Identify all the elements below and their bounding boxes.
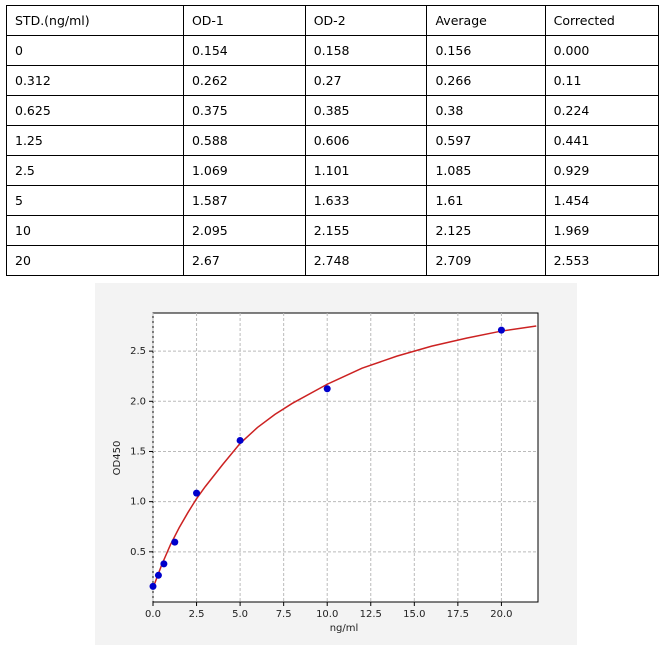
- table-cell: 0.606: [304, 125, 428, 156]
- x-tick-label: 12.5: [360, 609, 382, 620]
- table-cell: 1.454: [544, 185, 660, 216]
- table-cell: 0.000: [544, 35, 660, 66]
- data-point: [154, 571, 162, 579]
- table-cell: 0.158: [304, 35, 428, 66]
- table-row: 10 2.095 2.155 2.125 1.969: [6, 215, 660, 246]
- x-tick-label: 10.0: [316, 609, 338, 620]
- table-row: 0.312 0.262 0.27 0.266 0.11: [6, 65, 660, 96]
- table-cell: 2.125: [426, 215, 546, 246]
- y-tick-label: 0.5: [130, 547, 146, 558]
- table-cell: 2.67: [182, 245, 306, 276]
- chart: ng/ml OD450 0.0 2.5 5.0 7.5 10.0 12.5 15.0 17.5…: [95, 283, 577, 645]
- x-axis-label: ng/ml: [330, 623, 359, 634]
- x-tick-label: 20.0: [490, 609, 512, 620]
- table-row: 20 2.67 2.748 2.709 2.553: [6, 245, 660, 276]
- table-cell: 0.156: [426, 35, 546, 66]
- x-tick-label: 2.5: [189, 609, 205, 620]
- table-cell: Average: [426, 5, 546, 36]
- table-cell: 5: [6, 185, 184, 216]
- table-cell: 2.155: [304, 215, 428, 246]
- table-cell: 0.929: [544, 155, 660, 186]
- table-row: 2.5 1.069 1.101 1.085 0.929: [6, 155, 660, 186]
- table-cell: 0.266: [426, 65, 546, 96]
- data-table: STD.(ng/ml) OD-1 OD-2 Average Corrected 0 0.15…: [6, 5, 660, 276]
- table-row: 5 1.587 1.633 1.61 1.454: [6, 185, 660, 216]
- table-cell: OD-1: [182, 5, 306, 36]
- table-cell: 1.069: [182, 155, 306, 186]
- table-cell: 0.38: [426, 95, 546, 126]
- y-tick-label: 1.5: [130, 446, 146, 457]
- x-tick-label: 15.0: [403, 609, 425, 620]
- table-cell: Corrected: [544, 5, 660, 36]
- y-tick-label: 1.0: [130, 497, 146, 508]
- plot-area: [152, 312, 539, 603]
- table-cell: 2.553: [544, 245, 660, 276]
- table-cell: 2.5: [6, 155, 184, 186]
- x-tick-label: 7.5: [276, 609, 292, 620]
- table-row: 0.625 0.375 0.385 0.38 0.224: [6, 95, 660, 126]
- table-cell: 1.101: [304, 155, 428, 186]
- table-cell: 1.587: [182, 185, 306, 216]
- table-cell: 0.625: [6, 95, 184, 126]
- y-tick-label: 2.0: [130, 396, 146, 407]
- data-point: [149, 582, 157, 590]
- table-row: 0 0.154 0.158 0.156 0.000: [6, 35, 660, 66]
- data-point: [160, 560, 168, 568]
- table-cell: 0: [6, 35, 184, 66]
- table-cell: 0.154: [182, 35, 306, 66]
- y-tick-label: 2.5: [130, 346, 146, 357]
- data-point: [236, 436, 244, 444]
- table-cell: 1.085: [426, 155, 546, 186]
- fit-curve: [152, 325, 537, 589]
- table-cell: 1.633: [304, 185, 428, 216]
- table-cell: STD.(ng/ml): [6, 5, 184, 36]
- x-tick-label: 0.0: [145, 609, 161, 620]
- table-cell: 2.095: [182, 215, 306, 246]
- table-cell: 1.61: [426, 185, 546, 216]
- table-cell: 20: [6, 245, 184, 276]
- table-row: 1.25 0.588 0.606 0.597 0.441: [6, 125, 660, 156]
- table-cell: 2.748: [304, 245, 428, 276]
- data-point: [193, 489, 201, 497]
- table-cell: 0.441: [544, 125, 660, 156]
- table-cell: 0.588: [182, 125, 306, 156]
- table-cell: 0.224: [544, 95, 660, 126]
- data-point: [497, 326, 505, 334]
- table-cell: 1.25: [6, 125, 184, 156]
- table-cell: 1.969: [544, 215, 660, 246]
- table-cell: 10: [6, 215, 184, 246]
- table-cell: 0.11: [544, 65, 660, 96]
- table-cell: 0.375: [182, 95, 306, 126]
- table-cell: 0.262: [182, 65, 306, 96]
- x-tick-label: 5.0: [232, 609, 248, 620]
- table-cell: 0.312: [6, 65, 184, 96]
- header-row: STD.(ng/ml) OD-1 OD-2 Average Corrected: [6, 5, 660, 36]
- data-point: [323, 385, 331, 393]
- table-cell: 0.27: [304, 65, 428, 96]
- table-cell: 2.709: [426, 245, 546, 276]
- data-point: [171, 538, 179, 546]
- y-axis-label: OD450: [112, 441, 123, 476]
- table-cell: 0.597: [426, 125, 546, 156]
- x-tick-label: 17.5: [447, 609, 469, 620]
- table-cell: OD-2: [304, 5, 428, 36]
- table-cell: 0.385: [304, 95, 428, 126]
